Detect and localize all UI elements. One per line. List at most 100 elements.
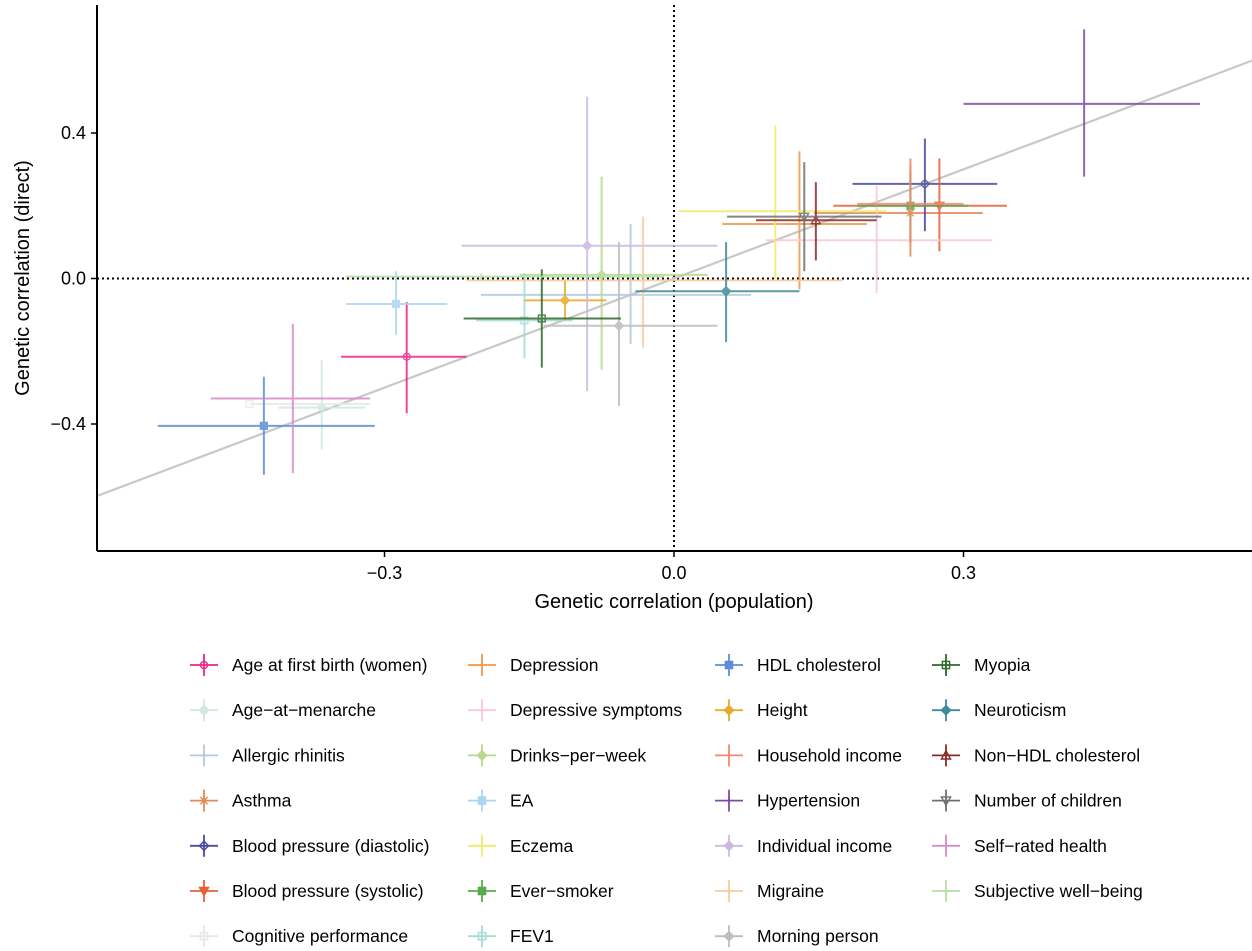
legend-key	[190, 880, 218, 902]
point-marker	[627, 291, 634, 299]
legend-label: Allergic rhinitis	[232, 745, 345, 765]
y-tick-label: −0.4	[50, 414, 86, 434]
legend-label: Depression	[510, 655, 599, 675]
x-tick-label: 0.3	[951, 563, 976, 583]
identity-line	[97, 59, 1252, 498]
legend-label: EA	[510, 791, 534, 811]
point-neuroticism	[635, 242, 800, 343]
legend-item-depressive-symptoms: Depressive symptoms	[468, 699, 682, 722]
legend-label: HDL cholesterol	[757, 655, 881, 675]
legend-key	[468, 699, 496, 722]
legend-label: Age at first birth (women)	[232, 655, 427, 675]
legend-key	[468, 654, 496, 676]
legend-label: Eczema	[510, 836, 573, 856]
legend-key	[468, 834, 496, 857]
legend-item-fev1: FEV1	[468, 925, 554, 948]
legend-item-allergic-rhinitis: Allergic rhinitis	[190, 744, 345, 767]
legend-label: Household income	[757, 745, 902, 765]
point-cognitive-performance	[245, 399, 371, 409]
point-marker	[907, 200, 914, 208]
x-tick-label: 0.0	[661, 563, 686, 583]
legend-label: Blood pressure (diastolic)	[232, 836, 429, 856]
point-marker	[402, 352, 411, 361]
legend-label: Neuroticism	[974, 700, 1066, 720]
point-allergic-rhinitis	[481, 223, 752, 344]
point-non-hdl-cholesterol	[756, 182, 877, 261]
legend-key	[715, 925, 743, 948]
point-hdl-cholesterol	[157, 376, 375, 475]
point-myopia	[463, 269, 621, 368]
legend-key	[190, 744, 218, 767]
point-morning-person	[543, 242, 718, 406]
legend-label: Morning person	[757, 926, 879, 946]
point-marker	[520, 316, 529, 325]
point-marker	[289, 395, 297, 402]
legend-item-ea: EA	[468, 789, 534, 812]
point-marker	[613, 320, 625, 332]
point-marker	[798, 212, 810, 223]
point-individual-income	[461, 96, 718, 392]
point-marker	[919, 178, 931, 190]
legend-item-asthma: Asthma	[190, 789, 292, 812]
legend-item-ever-smoker: Ever−smoker	[468, 880, 614, 902]
legend-item-blood-pressure-diastolic: Blood pressure (diastolic)	[190, 834, 429, 857]
legend-item-depression: Depression	[468, 654, 599, 676]
point-marker	[559, 294, 571, 306]
legend-label: Subjective well−being	[974, 881, 1143, 901]
legend-label: Myopia	[974, 655, 1031, 675]
legend: Age at first birth (women) Age−at−menarch…	[190, 654, 1143, 948]
legend-item-blood-pressure-systolic: Blood pressure (systolic)	[190, 880, 424, 902]
point-marker	[639, 276, 647, 284]
point-blood-pressure-diastolic	[852, 138, 998, 232]
legend-key	[932, 699, 960, 722]
point-marker	[873, 236, 881, 244]
point-self-rated-health	[210, 323, 371, 474]
legend-key	[715, 789, 743, 812]
point-marker	[810, 214, 822, 225]
point-height	[524, 280, 607, 321]
legend-label: FEV1	[510, 926, 554, 946]
point-marker	[317, 403, 326, 412]
legend-key	[468, 880, 496, 902]
y-axis-title: Genetic correlation (direct)	[12, 160, 34, 396]
point-subjective-well-being	[345, 273, 665, 281]
point-ever-smoker	[857, 171, 969, 243]
point-marker	[391, 299, 401, 309]
point-number-of-children	[727, 162, 882, 272]
legend-key	[932, 834, 960, 857]
x-axis-title: Genetic correlation (population)	[534, 591, 813, 613]
point-marker	[1080, 100, 1088, 108]
point-marker	[259, 421, 268, 430]
legend-item-age-at-first-birth-women: Age at first birth (women)	[190, 654, 427, 676]
legend-label: Age−at−menarche	[232, 700, 376, 720]
legend-key	[190, 699, 218, 722]
legend-key	[932, 744, 960, 767]
point-asthma	[813, 158, 983, 257]
point-drinks-per-week	[519, 176, 708, 370]
legend-key	[468, 744, 496, 767]
legend-item-subjective-well-being: Subjective well−being	[932, 880, 1143, 902]
y-tick-label: 0.4	[61, 123, 86, 143]
point-hypertension	[963, 29, 1200, 177]
legend-item-hypertension: Hypertension	[715, 789, 860, 812]
legend-item-self-rated-health: Self−rated health	[932, 834, 1107, 857]
legend-key	[932, 789, 960, 812]
legend-item-cognitive-performance: Cognitive performance	[190, 925, 408, 948]
legend-key	[932, 880, 960, 902]
legend-label: Asthma	[232, 791, 292, 811]
x-tick-label: −0.3	[367, 563, 403, 583]
point-marker	[581, 240, 593, 252]
legend-item-drinks-per-week: Drinks−per−week	[468, 744, 646, 767]
y-tick-label: 0.0	[61, 269, 86, 289]
point-age-at-first-birth-women	[341, 302, 467, 414]
point-fev1	[476, 273, 573, 359]
legend-label: Self−rated health	[974, 836, 1107, 856]
legend-item-migraine: Migraine	[715, 880, 824, 902]
legend-key	[715, 834, 743, 857]
legend-label: Migraine	[757, 881, 824, 901]
legend-item-individual-income: Individual income	[715, 834, 892, 857]
legend-label: Height	[757, 700, 808, 720]
legend-key	[468, 789, 496, 812]
legend-item-hdl-cholesterol: HDL cholesterol	[715, 654, 881, 676]
